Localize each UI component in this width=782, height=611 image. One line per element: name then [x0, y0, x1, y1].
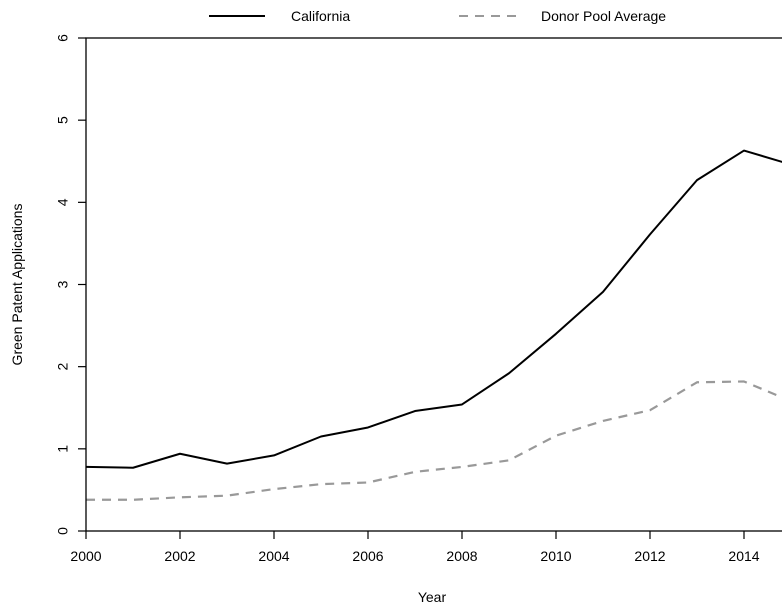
series-line-donor-pool-average: [86, 380, 782, 501]
series-layer: [85, 149, 782, 501]
y-axis: 0 1 2 3 4 5 6: [55, 34, 86, 535]
legend: California Donor Pool Average: [209, 8, 666, 24]
legend-label: California: [291, 8, 350, 24]
y-tick-label: 0: [55, 527, 71, 535]
plot-frame: [85, 37, 782, 532]
legend-label: Donor Pool Average: [541, 8, 666, 24]
x-tick-label: 2014: [728, 548, 759, 564]
x-tick-label: 2002: [164, 548, 195, 564]
x-tick-label: 2006: [352, 548, 383, 564]
y-tick-label: 4: [55, 198, 71, 206]
x-tick-label: 2000: [70, 548, 101, 564]
x-tick-label: 2010: [540, 548, 571, 564]
x-tick-label: 2012: [634, 548, 665, 564]
y-tick-label: 6: [55, 34, 71, 42]
y-tick-label: 3: [55, 280, 71, 288]
y-axis-title: Green Patent Applications: [9, 204, 25, 366]
y-tick-label: 1: [55, 445, 71, 453]
x-axis: 2000 2002 2004 2006 2008 2010 2012 2014: [70, 531, 760, 564]
y-tick-label: 2: [55, 363, 71, 371]
x-axis-title: Year: [418, 589, 447, 605]
x-tick-label: 2008: [446, 548, 477, 564]
x-tick-label: 2004: [258, 548, 289, 564]
series-line-california: [85, 149, 782, 469]
y-tick-label: 5: [55, 116, 71, 124]
